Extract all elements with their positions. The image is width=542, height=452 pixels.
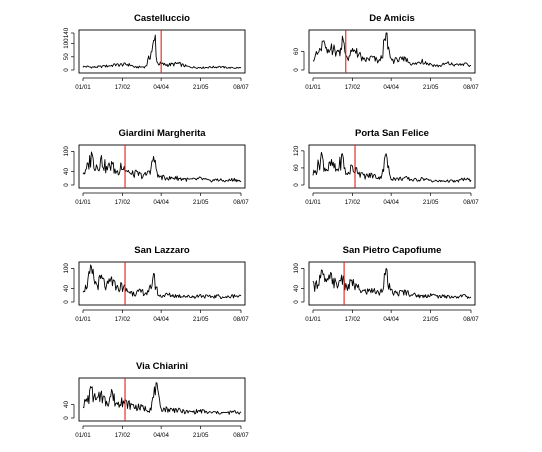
x-tick-label: 04/04	[383, 199, 399, 206]
data-series-line	[312, 32, 471, 68]
x-tick-label: 08/07	[233, 199, 249, 206]
x-tick-label: 21/05	[193, 316, 209, 323]
panel-title: Giardini Margherita	[118, 128, 206, 139]
x-tick-label: 01/01	[305, 84, 321, 91]
x-tick-label: 01/01	[305, 316, 321, 323]
y-tick-label: 60	[293, 164, 300, 171]
x-tick-label: 21/05	[423, 316, 439, 323]
y-tick-label: 0	[293, 183, 300, 187]
x-tick-label: 04/04	[153, 316, 169, 323]
y-tick-label: 100	[63, 146, 70, 157]
x-tick-label: 04/04	[153, 199, 169, 206]
x-tick-label: 01/01	[305, 199, 321, 206]
plot-frame	[308, 144, 476, 189]
y-tick-label: 50	[63, 53, 70, 60]
data-series-line	[312, 267, 472, 299]
y-tick-label: 40	[63, 401, 70, 408]
x-tick-label: 04/04	[383, 84, 399, 91]
y-tick-label: 0	[293, 68, 300, 72]
plot-frame	[78, 377, 246, 422]
panel-title: Porta San Felice	[355, 128, 429, 139]
y-tick-label: 60	[293, 48, 300, 55]
x-tick-label: 04/04	[153, 432, 169, 439]
y-tick-label: 100	[293, 263, 300, 274]
plot-frame	[308, 29, 476, 74]
x-tick-label: 08/07	[463, 84, 479, 91]
x-tick-label: 01/01	[75, 199, 91, 206]
x-tick-label: 21/05	[423, 199, 439, 206]
x-tick-label: 21/05	[193, 199, 209, 206]
y-tick-label: 40	[63, 285, 70, 292]
plot-frame	[78, 144, 246, 189]
y-tick-label: 0	[63, 300, 70, 304]
data-series-line	[82, 382, 242, 415]
x-tick-label: 21/05	[423, 84, 439, 91]
x-tick-label: 21/05	[193, 84, 209, 91]
y-tick-label: 120	[293, 145, 300, 156]
x-tick-label: 08/07	[463, 316, 479, 323]
y-tick-label: 0	[293, 300, 300, 304]
data-series-line	[82, 151, 242, 183]
x-tick-label: 21/05	[193, 432, 209, 439]
y-tick-label: 0	[63, 68, 70, 72]
panel-title: Castelluccio	[134, 13, 190, 24]
y-tick-label: 100	[63, 38, 70, 49]
x-tick-label: 17/02	[345, 199, 361, 206]
x-tick-label: 01/01	[75, 316, 91, 323]
plot-frame	[78, 29, 246, 74]
x-tick-label: 17/02	[345, 316, 361, 323]
y-tick-label: 140	[63, 27, 70, 38]
y-tick-label: 100	[63, 263, 70, 274]
plot-frame	[308, 261, 476, 306]
x-tick-label: 17/02	[115, 84, 131, 91]
x-tick-label: 04/04	[153, 84, 169, 91]
y-tick-label: 0	[63, 183, 70, 187]
y-tick-label: 0	[63, 416, 70, 420]
x-tick-label: 17/02	[115, 432, 131, 439]
plot-frame	[78, 261, 246, 306]
x-tick-label: 08/07	[233, 84, 249, 91]
y-tick-label: 40	[63, 168, 70, 175]
data-series-line	[312, 151, 472, 183]
panel-title: San Lazzaro	[134, 245, 190, 256]
data-series-line	[82, 34, 242, 69]
x-tick-label: 17/02	[115, 316, 131, 323]
panel-title: Via Chiarini	[136, 361, 188, 372]
panel-title: San Pietro Capofiume	[343, 245, 442, 256]
x-tick-label: 08/07	[233, 432, 249, 439]
x-tick-label: 04/04	[383, 316, 399, 323]
panel-title: De Amicis	[369, 13, 415, 24]
data-series-line	[82, 264, 242, 300]
x-tick-label: 17/02	[115, 199, 131, 206]
x-tick-label: 01/01	[75, 84, 91, 91]
x-tick-label: 17/02	[345, 84, 361, 91]
x-tick-label: 01/01	[75, 432, 91, 439]
x-tick-label: 08/07	[463, 199, 479, 206]
x-tick-label: 08/07	[233, 316, 249, 323]
y-tick-label: 40	[293, 285, 300, 292]
